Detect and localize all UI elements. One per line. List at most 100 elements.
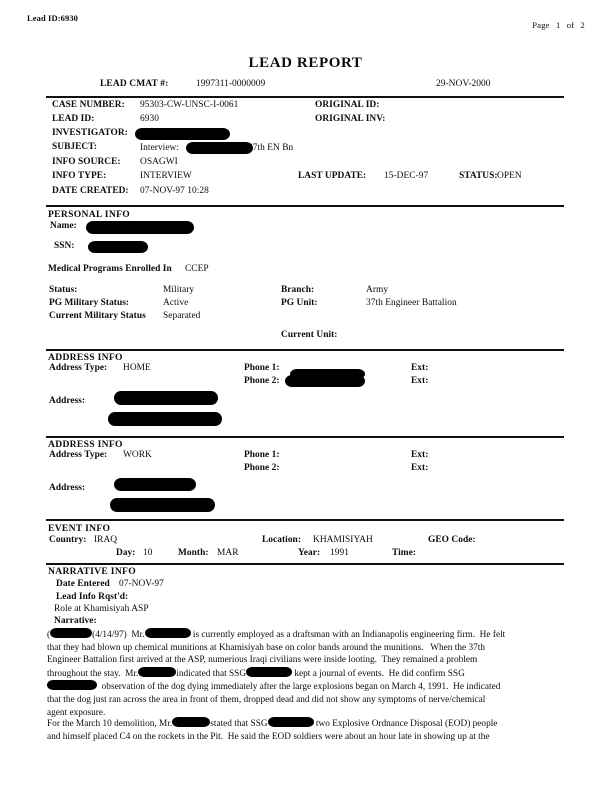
narrative-p1-text: that the dog just ran across the area in… [47, 694, 486, 705]
narrative-p1-line: that the dog just ran across the area in… [47, 694, 567, 707]
current-unit-label: Current Unit: [281, 330, 338, 340]
work-ext2-label: Ext: [411, 463, 429, 473]
narrative-p1-text: (4/14/97) Mr. [92, 630, 145, 640]
work-address-type-value: WORK [123, 450, 152, 460]
redaction-home-address-line1 [114, 391, 218, 405]
info-type-value: INTERVIEW [140, 171, 192, 181]
date-created-value: 07-NOV-97 10:28 [140, 186, 209, 196]
investigator-label: INVESTIGATOR: [52, 128, 128, 138]
medical-programs-label: Medical Programs Enrolled In [48, 264, 172, 274]
narrative-paragraph-1: ((4/14/97) Mr. is currently employed as … [47, 628, 567, 719]
ssn-label: SSN: [54, 241, 75, 251]
narrative-p1-line: observation of the dog dying immediately… [47, 680, 567, 694]
pg-unit-value: 37th Engineer Battalion [366, 298, 457, 308]
narrative-p2-line: For the March 10 demolition, Mr. stated t… [47, 717, 567, 731]
narrative-p1-text: throughout the stay. Mr. [47, 668, 139, 679]
current-military-status-label: Current Military Status [49, 311, 146, 321]
page-of-label: of [566, 20, 575, 30]
redaction-bar [144, 628, 191, 638]
narrative-p1-text: indicated that SSG [176, 668, 247, 679]
info-source-value: OSAGWI [140, 157, 178, 167]
narrative-p1-line: throughout the stay. Mr. indicated that S… [47, 666, 567, 681]
last-update-label: LAST UPDATE: [298, 171, 367, 181]
date-entered-label: Date Entered [56, 579, 110, 589]
day-value: 10 [143, 548, 153, 558]
narrative-p1-line: ((4/14/97) Mr. is currently employed as … [47, 628, 567, 642]
page-label: Page [532, 20, 550, 30]
redaction-work-address-line2 [110, 498, 215, 512]
document-title: LEAD REPORT [248, 55, 363, 71]
cmat-row: LEAD CMAT #: 1997311-0000009 29-NOV-2000 [0, 79, 611, 93]
pg-unit-label: PG Unit: [281, 298, 318, 308]
divider-address-work-top [46, 436, 564, 439]
year-value: 1991 [330, 548, 349, 558]
home-ext1-label: Ext: [411, 363, 429, 373]
section-address-home-title: ADDRESS INFO [48, 352, 123, 363]
divider-personal-top [46, 205, 564, 208]
narrative-p2-text: stated that SSG [210, 719, 268, 729]
work-phone2-label: Phone 2: [244, 463, 280, 473]
status-field-value: Military [163, 285, 195, 295]
redaction-bar [47, 680, 97, 691]
status-label: STATUS: [459, 171, 498, 181]
case-number-label: CASE NUMBER: [52, 100, 125, 110]
original-inv-label: ORIGINAL INV: [315, 114, 386, 124]
status-value: OPEN [497, 171, 522, 181]
home-ext2-label: Ext: [411, 376, 429, 386]
divider-narrative-top [46, 563, 564, 566]
narrative-p1-text: observation of the dog dying immediately… [99, 682, 501, 693]
role-at-khamisiyah-label: Role at Khamisiyah ASP [54, 604, 149, 614]
status-field-label: Status: [49, 285, 78, 295]
redaction-investigator [135, 128, 230, 140]
redaction-subject-name [186, 142, 253, 154]
redaction-bar [50, 628, 93, 638]
divider-case-top [46, 96, 564, 99]
redaction-name [86, 221, 194, 234]
redaction-bar [246, 666, 293, 677]
page-number: Page 1 of 2 [530, 20, 587, 30]
narrative-p1-line: that they had blown up chemical munition… [47, 642, 567, 655]
lead-info-rqstd-label: Lead Info Rqst'd: [56, 592, 129, 602]
month-label: Month: [178, 548, 209, 558]
redaction-home-phone2 [285, 375, 365, 387]
branch-label: Branch: [281, 285, 315, 295]
narrative-p2-text: and himself placed C4 on the rockets in … [47, 731, 490, 742]
redaction-ssn [88, 241, 148, 253]
home-address-label: Address: [49, 396, 86, 406]
divider-event-top [46, 519, 564, 522]
subject-prefix: Interview: [140, 143, 180, 153]
date-created-label: DATE CREATED: [52, 186, 129, 196]
narrative-p1-text: kept a journal of events. He did confirm… [292, 668, 465, 679]
work-phone1-label: Phone 1: [244, 450, 280, 460]
info-type-label: INFO TYPE: [52, 171, 107, 181]
narrative-p2-line: and himself placed C4 on the rockets in … [47, 731, 567, 744]
name-label: Name: [50, 221, 77, 231]
report-date: 29-NOV-2000 [436, 79, 491, 89]
subject-label: SUBJECT: [52, 142, 98, 152]
work-address-label: Address: [49, 483, 86, 493]
page-current: 1 [555, 20, 561, 30]
home-phone1-label: Phone 1: [244, 363, 280, 373]
work-address-type-label: Address Type: [49, 450, 108, 460]
redaction-bar [267, 717, 314, 727]
narrative-p2-text: two Explosive Ordnance Disposal (EOD) pe… [313, 719, 498, 729]
narrative-p1-text: Engineer Battalion first arrived at the … [47, 655, 478, 666]
subject-suffix: 37th EN Bn [248, 143, 294, 153]
narrative-p1-text: ( [47, 630, 51, 640]
redaction-bar [172, 717, 211, 727]
section-address-work-title: ADDRESS INFO [48, 439, 123, 450]
narrative-p2-text: For the March 10 demolition, Mr. [47, 719, 173, 729]
redaction-work-address-line1 [114, 478, 196, 491]
geo-code-label: GEO Code: [428, 535, 476, 545]
lead-id-value: 6930 [140, 114, 159, 124]
narrative-p1-text: agent exposure. [47, 707, 106, 718]
redaction-bar [138, 666, 177, 677]
branch-value: Army [366, 285, 389, 295]
case-number-value: 95303-CW-UNSC-I-0061 [140, 100, 239, 110]
month-value: MAR [217, 548, 239, 558]
cmat-label: LEAD CMAT #: [100, 79, 169, 89]
current-military-status-value: Separated [163, 311, 201, 321]
narrative-p1-line: agent exposure. [47, 707, 567, 720]
redaction-home-phone1 [290, 369, 365, 379]
country-value: IRAQ [94, 535, 118, 545]
